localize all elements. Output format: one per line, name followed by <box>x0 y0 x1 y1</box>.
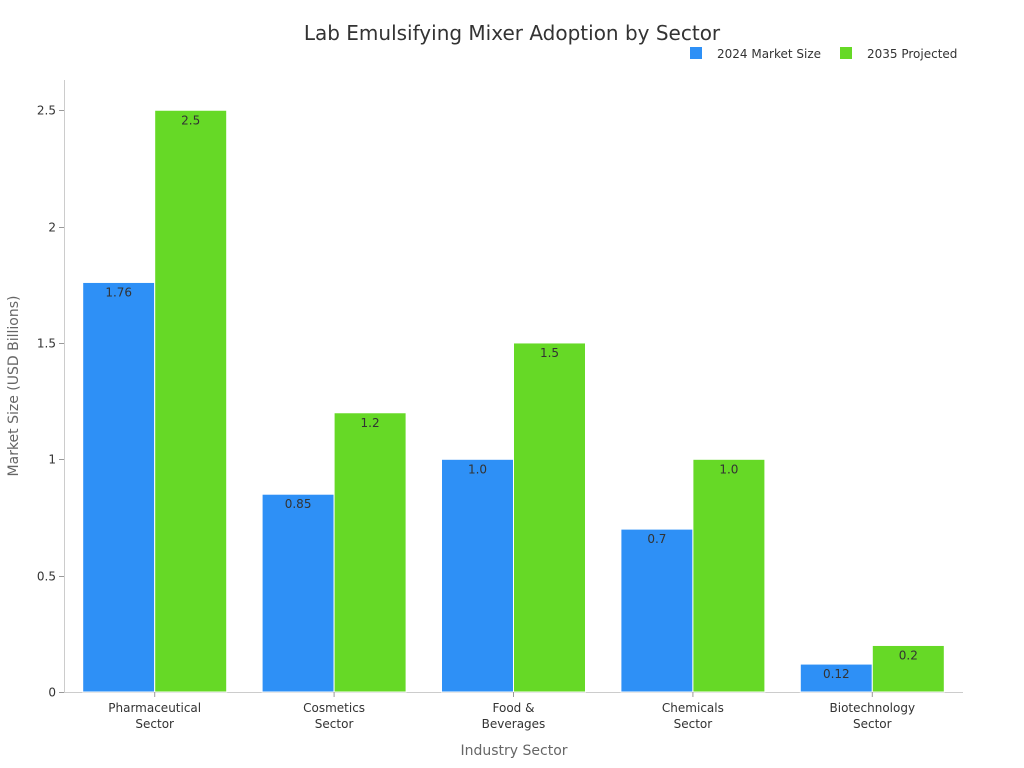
data-label: 1.2 <box>361 416 380 430</box>
legend-label[interactable]: 2024 Market Size <box>717 47 821 61</box>
x-tick-label: Chemicals <box>662 701 724 715</box>
data-label: 2.5 <box>181 113 200 127</box>
bar-projected-2035[interactable] <box>692 458 766 693</box>
y-tick-label: 1 <box>48 453 56 467</box>
x-axis-title: Industry Sector <box>460 743 567 759</box>
x-tick-label: Sector <box>674 717 713 731</box>
x-axis-ticks: Pharmaceutical Sector Cosmetics Sector Food … <box>108 692 915 731</box>
y-tick-label: 1.5 <box>37 337 56 351</box>
x-tick-label: Biotechnology <box>830 701 916 715</box>
y-axis-ticks: 0 0.5 1 1.5 2 2.5 <box>37 104 64 700</box>
legend: 2024 Market Size 2035 Projected <box>690 47 957 61</box>
y-tick-label: 0.5 <box>37 570 56 584</box>
legend-swatch <box>840 47 852 59</box>
bar-market-2024[interactable] <box>620 528 694 693</box>
data-label: 0.12 <box>823 667 850 681</box>
data-label: 0.2 <box>899 648 918 662</box>
y-tick-label: 0 <box>48 686 56 700</box>
y-tick-label: 2.5 <box>37 104 56 118</box>
bar-market-2024[interactable] <box>441 458 514 693</box>
bar-projected-2035[interactable] <box>513 342 586 693</box>
x-tick-label: Beverages <box>482 717 546 731</box>
x-tick-label: Pharmaceutical <box>108 701 201 715</box>
bar-projected-2035[interactable] <box>154 109 228 693</box>
y-axis-title: Market Size (USD Billions) <box>6 296 22 477</box>
x-tick-label: Sector <box>315 717 354 731</box>
x-tick-label: Sector <box>135 717 174 731</box>
chart-title: Lab Emulsifying Mixer Adoption by Sector <box>304 21 721 45</box>
x-tick-label: Sector <box>853 717 892 731</box>
bar-market-2024[interactable] <box>799 663 873 693</box>
bars <box>82 109 945 693</box>
bar-projected-2035[interactable] <box>871 644 945 693</box>
x-tick-label: Food & <box>493 701 535 715</box>
bar-market-2024[interactable] <box>261 493 335 693</box>
bar-projected-2035[interactable] <box>333 412 407 693</box>
data-label: 1.0 <box>719 462 738 476</box>
data-labels: 1.76 2.5 0.85 1.2 1.0 1.5 0.7 1.0 0.12 0.2 <box>105 113 918 681</box>
data-label: 0.85 <box>285 497 312 511</box>
data-label: 1.76 <box>105 285 132 299</box>
x-tick-label: Cosmetics <box>303 701 365 715</box>
data-label: 1.5 <box>540 346 559 360</box>
data-label: 1.0 <box>468 462 487 476</box>
bar-market-2024[interactable] <box>82 281 156 693</box>
y-tick-label: 2 <box>48 221 56 235</box>
legend-label[interactable]: 2035 Projected <box>867 47 957 61</box>
legend-swatch <box>690 47 702 59</box>
data-label: 0.7 <box>647 532 666 546</box>
